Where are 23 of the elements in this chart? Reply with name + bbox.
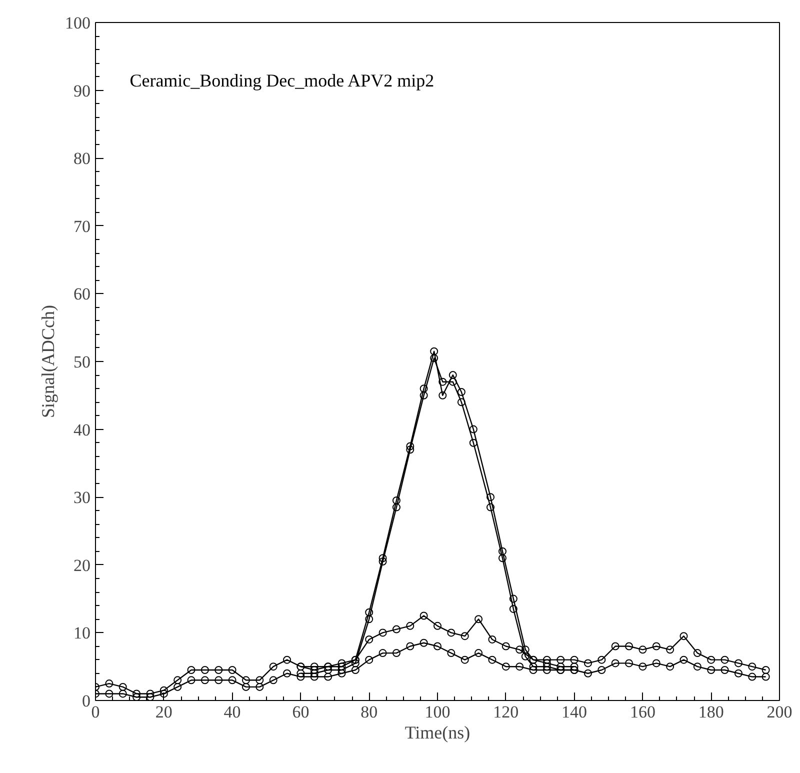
x-axis-title: Time(ns) bbox=[404, 722, 470, 742]
x-tick-label: 120 bbox=[493, 702, 519, 722]
x-tick-label: 80 bbox=[360, 702, 378, 722]
y-tick-label: 60 bbox=[74, 284, 90, 304]
y-tick-label: 10 bbox=[74, 624, 90, 643]
y-tick-label: 50 bbox=[74, 352, 90, 372]
y-tick-label: 30 bbox=[74, 488, 90, 508]
y-tick-label: 20 bbox=[74, 556, 90, 575]
x-tick-label: 20 bbox=[155, 702, 172, 722]
y-axis-title: Signal(ADCch) bbox=[38, 305, 58, 418]
text: Ceramic_Bonding Dec_mode APV2 mip2 bbox=[130, 70, 434, 90]
y-tick-label: 100 bbox=[65, 14, 90, 32]
x-tick-label: 160 bbox=[630, 702, 656, 722]
x-tick-label: 200 bbox=[766, 702, 792, 722]
y-tick-label: 70 bbox=[74, 216, 90, 236]
y-tick-label: 90 bbox=[74, 81, 90, 100]
y-tick-label: 40 bbox=[74, 420, 90, 440]
x-tick-label: 140 bbox=[562, 702, 588, 722]
y-tick-label: 80 bbox=[74, 149, 90, 168]
x-tick-label: 180 bbox=[698, 702, 724, 722]
x-tick-label: 40 bbox=[224, 702, 241, 722]
x-tick-label: 100 bbox=[424, 702, 450, 722]
x-tick-label: 60 bbox=[292, 702, 310, 722]
